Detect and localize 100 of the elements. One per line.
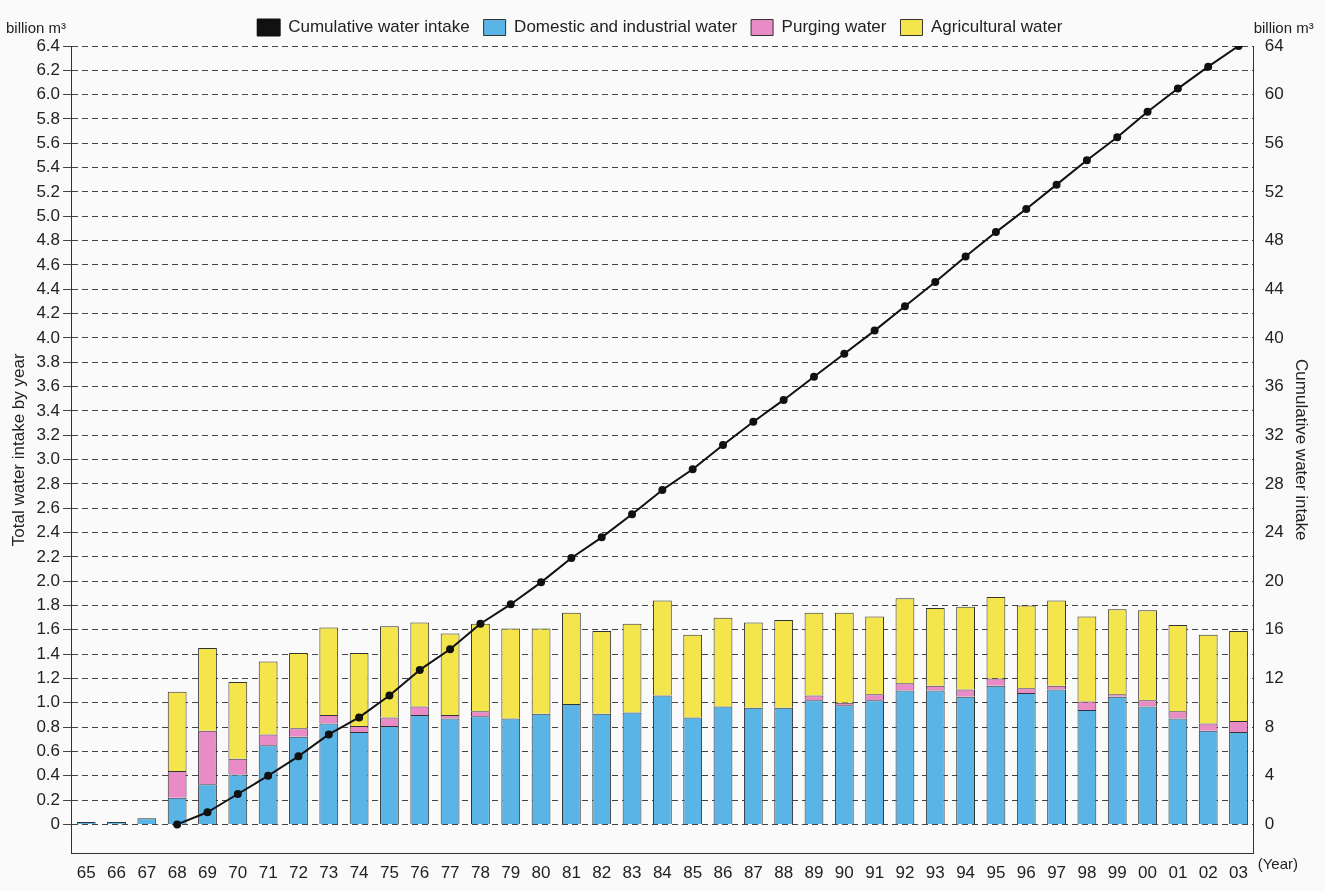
- point: [446, 645, 455, 654]
- y-tick-label: 1.4: [36, 643, 61, 663]
- x-tick-label: 93: [925, 863, 945, 883]
- y-tick-label: 6.2: [36, 60, 61, 80]
- y-tick-label: 4.4: [36, 278, 61, 298]
- y2-axis-title: Cumulative water intake: [1292, 359, 1312, 541]
- y2-tick-label: 20: [1264, 570, 1284, 590]
- x-tick-label: 92: [895, 863, 915, 883]
- y-tick-label: 1.8: [36, 595, 61, 615]
- y2-tick-label: 28: [1264, 473, 1284, 493]
- x-tick-label: 67: [137, 863, 157, 883]
- y-tick-label: 1.6: [36, 619, 61, 639]
- point: [355, 713, 364, 722]
- text: (Year): [1257, 855, 1298, 873]
- y-tick-label: 2.6: [36, 497, 61, 517]
- point: [415, 665, 424, 674]
- y-tick-label: 5.8: [36, 108, 61, 128]
- text: billion m³: [1253, 18, 1314, 36]
- x-tick-label: 80: [531, 863, 551, 883]
- x-tick-label: 79: [501, 863, 521, 883]
- x-tick-label: 75: [379, 863, 399, 883]
- y-tick-label: 3.8: [36, 351, 61, 371]
- y2-tick-label: 0: [1264, 814, 1275, 834]
- y-tick-label: 0.2: [36, 789, 61, 809]
- x-tick-label: 83: [622, 863, 642, 883]
- y-tick-label: 1.2: [36, 668, 61, 688]
- x-tick-label: 82: [592, 863, 612, 883]
- point: [749, 417, 758, 426]
- x-tick-label: 84: [652, 863, 672, 883]
- x-tick-label: 65: [76, 863, 96, 883]
- y2-tick-label: 32: [1264, 424, 1284, 444]
- x-tick-label: 94: [956, 863, 976, 883]
- point: [506, 600, 515, 609]
- y-tick-label: 6.4: [36, 35, 61, 55]
- y-axis-title: Total water intake by year: [8, 353, 28, 547]
- x-tick-label: 68: [167, 863, 187, 883]
- y-tick-label: 1.0: [36, 692, 61, 712]
- y2-tick-label: 40: [1264, 327, 1284, 347]
- y-tick-label: 3.0: [36, 449, 61, 469]
- point: [294, 752, 303, 761]
- point: [1082, 156, 1091, 165]
- point: [840, 349, 849, 358]
- y-tick-label: 2.2: [36, 546, 61, 566]
- x-tick-label: 01: [1168, 863, 1188, 883]
- point: [1052, 180, 1061, 189]
- y-tick-label: 3.6: [36, 376, 61, 396]
- x-tick-label: 71: [258, 863, 278, 883]
- point: [658, 485, 667, 494]
- y2-tick-label: 12: [1264, 668, 1284, 688]
- x-tick-label: 70: [228, 863, 248, 883]
- point: [1113, 133, 1122, 142]
- point: [779, 395, 788, 404]
- legend-label: Domestic and industrial water: [514, 17, 738, 37]
- legend-label: Agricultural water: [930, 17, 1063, 37]
- y2-tick-label: 52: [1264, 181, 1284, 201]
- y2-tick-label: 24: [1264, 522, 1284, 542]
- y-tick-label: 3.2: [36, 424, 61, 444]
- y-tick-label: 6.0: [36, 84, 61, 104]
- point: [324, 730, 333, 739]
- y-tick-label: 4.8: [36, 230, 61, 250]
- point: [567, 554, 576, 563]
- x-tick-label: 89: [804, 863, 824, 883]
- x-tick-label: 86: [713, 863, 733, 883]
- x-tick-label: 99: [1107, 863, 1127, 883]
- point: [628, 510, 637, 519]
- x-tick-label: 72: [289, 863, 308, 883]
- y2-tick-label: 48: [1264, 230, 1284, 250]
- point: [809, 372, 818, 381]
- legend-label: Purging water: [781, 17, 887, 37]
- x-tick-label: 76: [410, 863, 430, 883]
- y-tick-label: 4.0: [36, 327, 61, 347]
- point: [1173, 84, 1182, 93]
- point: [597, 533, 606, 542]
- point: [991, 228, 1000, 237]
- x-tick-label: 73: [319, 863, 339, 883]
- x-tick-label: 74: [349, 863, 369, 883]
- y-tick-label: 5.4: [36, 157, 61, 177]
- y2-tick-label: 8: [1264, 716, 1275, 736]
- x-tick-label: 87: [743, 863, 763, 883]
- x-tick-label: 69: [198, 863, 217, 883]
- x-tick-label: 02: [1198, 863, 1218, 883]
- point: [961, 252, 970, 261]
- x-tick-label: 81: [561, 863, 581, 883]
- x-tick-label: 77: [440, 863, 460, 883]
- y-tick-label: 0: [50, 814, 61, 834]
- y-tick-label: 5.2: [36, 181, 61, 201]
- point: [476, 619, 485, 628]
- y-tick-label: 4.2: [36, 303, 61, 323]
- point: [688, 465, 697, 474]
- point: [931, 277, 940, 286]
- point: [900, 302, 909, 311]
- y-tick-label: 5.6: [36, 132, 61, 152]
- point: [203, 808, 212, 817]
- x-tick-label: 95: [986, 863, 1006, 883]
- x-tick-label: 88: [774, 863, 794, 883]
- x-tick-label: 96: [1016, 863, 1036, 883]
- y2-tick-label: 16: [1264, 619, 1284, 639]
- y2-tick-label: 60: [1264, 84, 1284, 104]
- point: [1022, 204, 1031, 213]
- x-tick-label: 03: [1229, 863, 1248, 883]
